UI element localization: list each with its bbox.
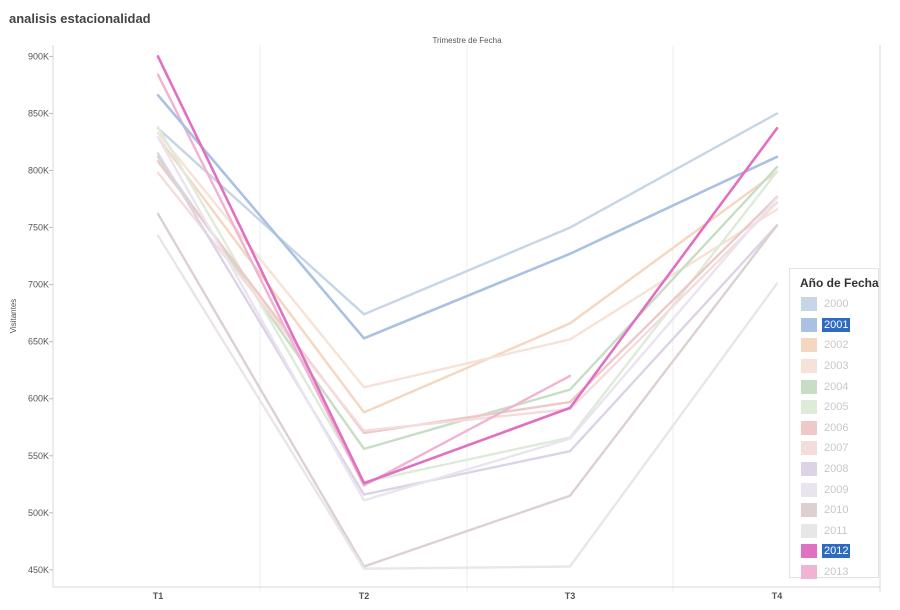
legend-swatch bbox=[801, 462, 817, 477]
x-axis-title: Trimestre de Fecha bbox=[432, 36, 502, 45]
legend-swatch bbox=[801, 503, 817, 518]
y-tick-label: 450K bbox=[28, 565, 49, 575]
x-tick-label-T4: T4 bbox=[772, 591, 783, 601]
series-line-2002[interactable] bbox=[156, 136, 779, 414]
y-tick-label: 500K bbox=[28, 508, 49, 518]
legend-title: Año de Fecha bbox=[800, 276, 879, 290]
legend-label: 2008 bbox=[824, 463, 849, 476]
page-title: analisis estacionalidad bbox=[9, 11, 151, 26]
legend-item-2006[interactable]: 2006 bbox=[801, 418, 850, 439]
series-line-2003[interactable] bbox=[156, 131, 779, 389]
legend-swatch bbox=[801, 523, 817, 538]
legend-item-2002[interactable]: 2002 bbox=[801, 335, 850, 356]
legend-label: 2007 bbox=[824, 442, 849, 455]
legend-swatch bbox=[801, 379, 817, 394]
series-line-2007[interactable] bbox=[156, 171, 779, 432]
y-tick-label: 900K bbox=[28, 51, 49, 61]
legend-item-2004[interactable]: 2004 bbox=[801, 376, 850, 397]
legend-label: 2003 bbox=[824, 360, 849, 373]
legend-item-2011[interactable]: 2011 bbox=[801, 521, 850, 542]
series-lines bbox=[156, 55, 779, 570]
legend-label: 2000 bbox=[824, 298, 849, 311]
legend-item-2007[interactable]: 2007 bbox=[801, 438, 850, 459]
legend-swatch bbox=[801, 297, 817, 312]
y-tick-label: 650K bbox=[28, 337, 49, 347]
y-tick-label: 850K bbox=[28, 108, 49, 118]
legend-item-2009[interactable]: 2009 bbox=[801, 479, 850, 500]
legend-label: 2002 bbox=[824, 339, 849, 352]
series-line-2013[interactable] bbox=[156, 73, 572, 487]
legend: Año de Fecha 2000 2001 2002 2003 2004 2005 200… bbox=[789, 268, 879, 580]
series-line-2011[interactable] bbox=[156, 234, 779, 570]
series-line-2006[interactable] bbox=[156, 160, 779, 435]
series-line-2008[interactable] bbox=[156, 152, 779, 496]
legend-label: 2012 bbox=[822, 544, 851, 559]
legend-swatch bbox=[801, 338, 817, 353]
legend-item-2005[interactable]: 2005 bbox=[801, 397, 850, 418]
series-line-2012[interactable] bbox=[156, 55, 779, 485]
legend-item-2013[interactable]: 2013 bbox=[801, 562, 850, 583]
legend-label: 2006 bbox=[824, 421, 849, 434]
x-tick-label-T3: T3 bbox=[565, 591, 576, 601]
y-tick-label: 750K bbox=[28, 223, 49, 233]
series-line-2001[interactable] bbox=[156, 93, 779, 340]
y-tick-label: 800K bbox=[28, 166, 49, 176]
legend-label: 2009 bbox=[824, 483, 849, 496]
legend-swatch bbox=[801, 441, 817, 456]
x-tick-label-T2: T2 bbox=[359, 591, 370, 601]
legend-swatch bbox=[801, 544, 817, 559]
legend-item-2001[interactable]: 2001 bbox=[801, 315, 851, 336]
x-tick-label-T1: T1 bbox=[153, 591, 164, 601]
legend-swatch bbox=[801, 420, 817, 435]
y-tick-label: 700K bbox=[28, 280, 49, 290]
series-line-2010[interactable] bbox=[156, 212, 779, 568]
legend-item-2010[interactable]: 2010 bbox=[801, 500, 850, 521]
legend-item-2000[interactable]: 2000 bbox=[801, 294, 850, 315]
legend-item-2012[interactable]: 2012 bbox=[801, 541, 851, 562]
legend-swatch bbox=[801, 359, 817, 374]
y-axis-title: Visitantes bbox=[9, 299, 18, 334]
legend-label: 2004 bbox=[824, 380, 849, 393]
legend-item-2003[interactable]: 2003 bbox=[801, 356, 850, 377]
legend-swatch bbox=[801, 565, 817, 580]
legend-label: 2001 bbox=[822, 317, 851, 332]
legend-swatch bbox=[801, 317, 817, 332]
legend-label: 2011 bbox=[824, 524, 848, 537]
legend-label: 2005 bbox=[824, 401, 849, 414]
y-tick-label: 600K bbox=[28, 394, 49, 404]
legend-item-2008[interactable]: 2008 bbox=[801, 459, 850, 480]
series-line-2009[interactable] bbox=[156, 136, 779, 502]
legend-swatch bbox=[801, 400, 817, 415]
y-axis-ticks: 450K 500K 550K 600K 650K 700K 750K 800K 850K 900K bbox=[28, 51, 53, 575]
legend-label: 2010 bbox=[824, 504, 849, 517]
legend-items: 2000 2001 2002 2003 2004 2005 2006 2007 2008 2009… bbox=[801, 294, 851, 583]
x-axis-ticks: T1 T2 T3 T4 bbox=[153, 591, 783, 601]
legend-label: 2013 bbox=[824, 566, 849, 579]
y-tick-label: 550K bbox=[28, 451, 49, 461]
series-line-2000[interactable] bbox=[156, 112, 779, 316]
legend-swatch bbox=[801, 482, 817, 497]
